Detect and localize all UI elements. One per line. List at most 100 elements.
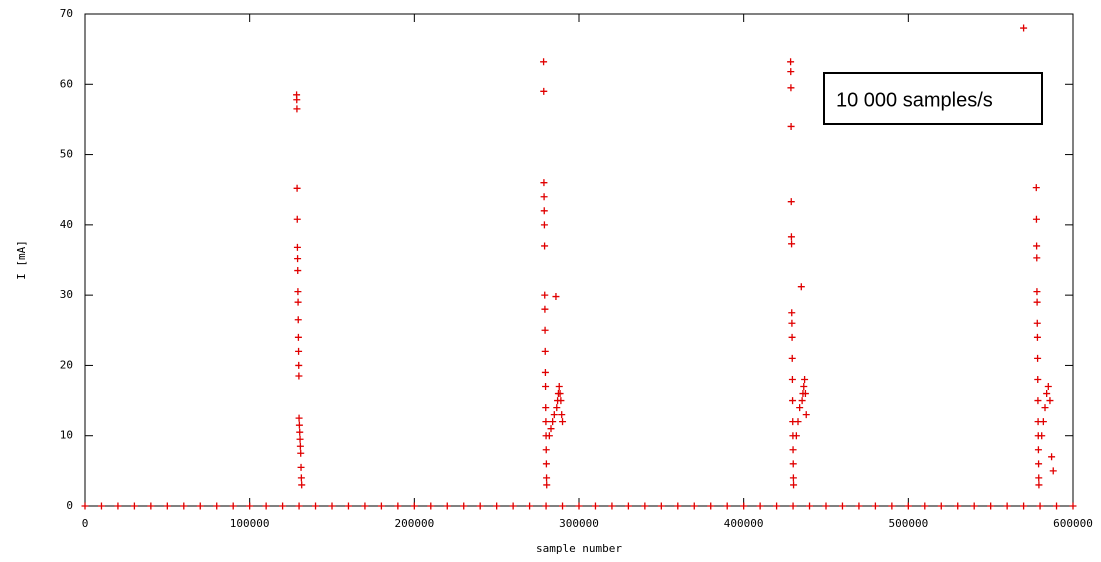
data-point <box>787 233 795 241</box>
data-point <box>921 502 929 510</box>
data-point <box>509 502 517 510</box>
data-point <box>1020 502 1028 510</box>
data-point <box>559 502 567 510</box>
data-point <box>557 397 565 405</box>
data-point <box>1033 254 1041 262</box>
data-point <box>542 502 550 510</box>
data-point <box>541 368 549 376</box>
data-point <box>543 481 551 489</box>
data-point <box>674 502 682 510</box>
data-point <box>541 347 549 355</box>
data-point <box>1033 288 1041 296</box>
data-point <box>295 347 303 355</box>
data-point <box>542 383 550 391</box>
data-point <box>1035 481 1043 489</box>
x-tick-label: 0 <box>82 517 89 530</box>
x-tick-label: 100000 <box>230 517 270 530</box>
data-point <box>1041 404 1049 412</box>
y-tick-label: 50 <box>60 148 73 161</box>
x-tick-label: 600000 <box>1053 517 1093 530</box>
data-point <box>298 481 306 489</box>
data-point <box>361 502 369 510</box>
data-point <box>1043 390 1051 398</box>
data-point <box>1069 502 1077 510</box>
x-tick-label: 200000 <box>394 517 434 530</box>
data-point <box>293 96 301 104</box>
data-point <box>801 375 809 383</box>
data-point <box>295 502 303 510</box>
data-point <box>410 502 418 510</box>
data-point <box>545 432 553 440</box>
data-point <box>262 502 270 510</box>
data-point <box>937 502 945 510</box>
data-point <box>789 446 797 454</box>
data-point <box>1036 502 1044 510</box>
data-point <box>1046 397 1054 405</box>
data-point <box>838 502 846 510</box>
data-point <box>641 502 649 510</box>
data-point <box>540 193 548 201</box>
data-point <box>657 502 665 510</box>
x-axis-label: sample number <box>536 542 622 555</box>
data-point <box>1035 460 1043 468</box>
annotation: 10 000 samples/s <box>836 89 993 111</box>
data-point <box>344 502 352 510</box>
data-point <box>543 474 551 482</box>
data-point <box>294 288 302 296</box>
data-point <box>555 383 563 391</box>
data-point <box>800 383 808 391</box>
data-point <box>797 283 805 291</box>
data-point <box>792 432 800 440</box>
y-tick-label: 60 <box>60 77 73 90</box>
data-point <box>801 390 809 398</box>
data-point <box>293 105 301 113</box>
data-point <box>297 449 305 457</box>
data-point <box>788 240 796 248</box>
data-point <box>114 502 122 510</box>
data-point <box>294 255 302 263</box>
data-point <box>1053 502 1061 510</box>
data-point <box>541 305 549 313</box>
data-point <box>549 418 557 426</box>
data-point <box>541 326 549 334</box>
data-point <box>740 502 748 510</box>
data-point <box>229 502 237 510</box>
data-point <box>541 242 549 250</box>
data-point <box>1033 242 1041 250</box>
y-tick-label: 70 <box>60 7 73 20</box>
data-point <box>888 502 896 510</box>
data-point <box>756 502 764 510</box>
data-point <box>690 502 698 510</box>
data-point <box>541 291 549 299</box>
data-point <box>540 58 548 66</box>
data-point <box>1044 383 1052 391</box>
data-point <box>542 460 550 468</box>
data-point <box>130 502 138 510</box>
data-point <box>180 502 188 510</box>
data-point <box>789 397 797 405</box>
data-point <box>987 502 995 510</box>
data-point <box>81 502 89 510</box>
data-point <box>794 418 802 426</box>
data-point <box>788 354 796 362</box>
data-point <box>796 404 804 412</box>
data-point <box>1038 432 1046 440</box>
data-point <box>1033 319 1041 327</box>
data-point <box>787 84 795 92</box>
data-point <box>542 404 550 412</box>
data-point <box>1033 298 1041 306</box>
data-point <box>787 122 795 130</box>
data-point <box>476 502 484 510</box>
x-tick-label: 300000 <box>559 517 599 530</box>
data-point <box>1048 453 1056 461</box>
data-point <box>552 293 560 301</box>
data-point <box>294 316 302 324</box>
data-point <box>443 502 451 510</box>
data-point <box>540 221 548 229</box>
x-tick-label: 400000 <box>724 517 764 530</box>
y-tick-label: 40 <box>60 218 73 231</box>
data-point <box>294 267 302 275</box>
data-point <box>295 414 303 422</box>
